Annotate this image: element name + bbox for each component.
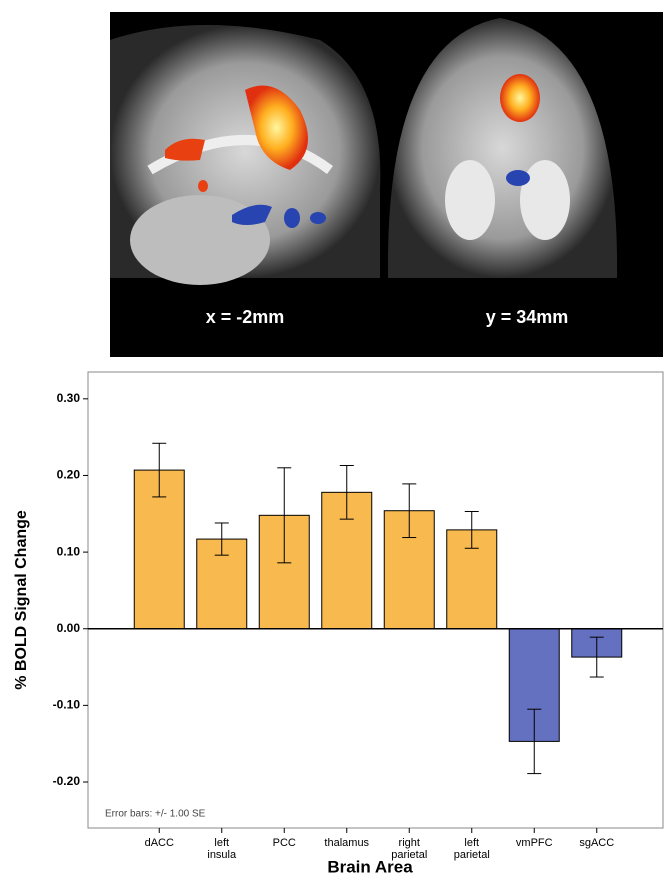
- y-tick-label: 0.30: [57, 391, 81, 405]
- chart: x = -2mm y = 34mm % BOLD Signal Change B…: [0, 0, 666, 881]
- x-tick-label: right parietal: [374, 837, 444, 861]
- x-tick-label: PCC: [249, 837, 319, 849]
- y-tick-label: 0.20: [57, 468, 81, 482]
- page: {"image_labels": ["x = -2mm", "y = 34mm"…: [0, 0, 666, 881]
- x-tick-label: vmPFC: [499, 837, 569, 849]
- y-tick-label: -0.10: [53, 698, 81, 712]
- y-tick-label: 0.10: [57, 544, 81, 558]
- image-label: x = -2mm: [206, 307, 285, 327]
- x-tick-label: left insula: [187, 837, 257, 861]
- x-tick-label: left parietal: [437, 837, 507, 861]
- y-tick-label: 0.00: [57, 621, 81, 635]
- y-axis-label: % BOLD Signal Change: [13, 510, 30, 690]
- brain-image: x = -2mm y = 34mm: [110, 12, 663, 357]
- x-tick-label: sgACC: [562, 837, 632, 849]
- x-tick-label: thalamus: [312, 837, 382, 849]
- image-label: y = 34mm: [486, 307, 569, 327]
- x-tick-label: dACC: [124, 837, 194, 849]
- y-tick-label: -0.20: [53, 774, 81, 788]
- annotation: Error bars: +/- 1.00 SE: [105, 809, 206, 820]
